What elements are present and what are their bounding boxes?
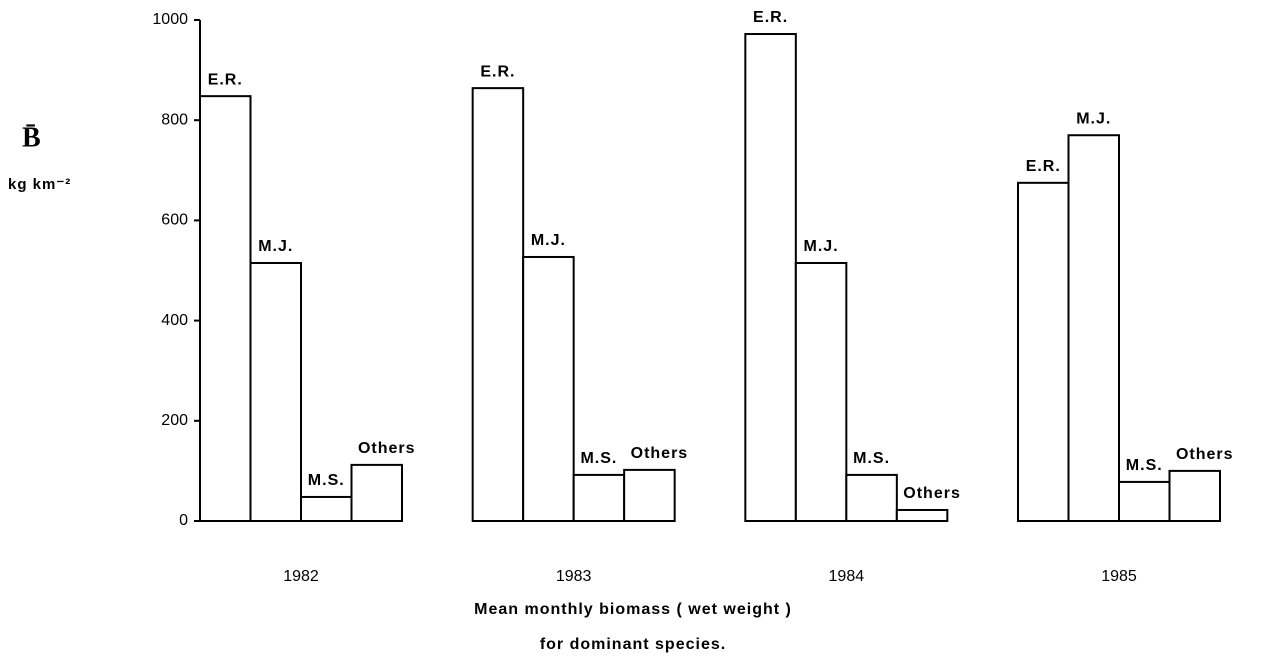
x-axis-label: Mean monthly biomass ( wet weight ) bbox=[474, 601, 792, 618]
bar-label: E.R. bbox=[480, 63, 515, 80]
x-tick-label: 1985 bbox=[1101, 568, 1137, 585]
x-tick-label: 1983 bbox=[556, 568, 592, 585]
bar bbox=[895, 508, 949, 522]
bar bbox=[1118, 480, 1171, 522]
bar bbox=[623, 468, 676, 523]
bar bbox=[1017, 181, 1070, 522]
y-tick-label: 800 bbox=[161, 111, 188, 128]
y-tick-label: 400 bbox=[161, 312, 188, 329]
bar-label: M.J. bbox=[531, 232, 566, 249]
bar-label: Others bbox=[358, 440, 416, 457]
y-tick-label: 1000 bbox=[152, 11, 188, 28]
bar-label: M.J. bbox=[1076, 110, 1111, 127]
y-axis-label: B̄ bbox=[22, 122, 41, 153]
bar bbox=[845, 473, 898, 522]
x-tick-label: 1982 bbox=[283, 568, 319, 585]
bar-label: M.J. bbox=[804, 238, 839, 255]
bar bbox=[350, 463, 403, 522]
y-tick-label: 0 bbox=[179, 512, 188, 529]
bar bbox=[744, 33, 797, 522]
bar bbox=[199, 95, 252, 522]
bar bbox=[1067, 134, 1120, 522]
bar-label: E.R. bbox=[1026, 158, 1061, 175]
bar bbox=[794, 261, 848, 522]
bar-label: M.S. bbox=[308, 472, 345, 489]
bar bbox=[522, 255, 575, 522]
bar bbox=[300, 495, 353, 522]
bar-label: Others bbox=[1176, 446, 1234, 463]
bar-label: E.R. bbox=[208, 71, 243, 88]
bar-label: M.S. bbox=[1126, 457, 1163, 474]
x-tick-label: 1984 bbox=[829, 568, 865, 585]
bar bbox=[1168, 469, 1221, 522]
y-tick-label: 600 bbox=[161, 212, 188, 229]
bar bbox=[471, 87, 525, 523]
bar-label: M.S. bbox=[853, 450, 890, 467]
bar-label: E.R. bbox=[753, 9, 788, 26]
y-tick-label: 200 bbox=[161, 412, 188, 429]
bar-label: Others bbox=[631, 445, 689, 462]
bar-label: M.J. bbox=[258, 238, 293, 255]
x-axis-label: for dominant species. bbox=[540, 636, 726, 653]
bar bbox=[249, 261, 302, 522]
bar-label: M.S. bbox=[580, 450, 617, 467]
bar bbox=[572, 473, 626, 522]
bar-label: Others bbox=[903, 485, 961, 502]
y-axis-units: kg km⁻² bbox=[8, 176, 71, 193]
